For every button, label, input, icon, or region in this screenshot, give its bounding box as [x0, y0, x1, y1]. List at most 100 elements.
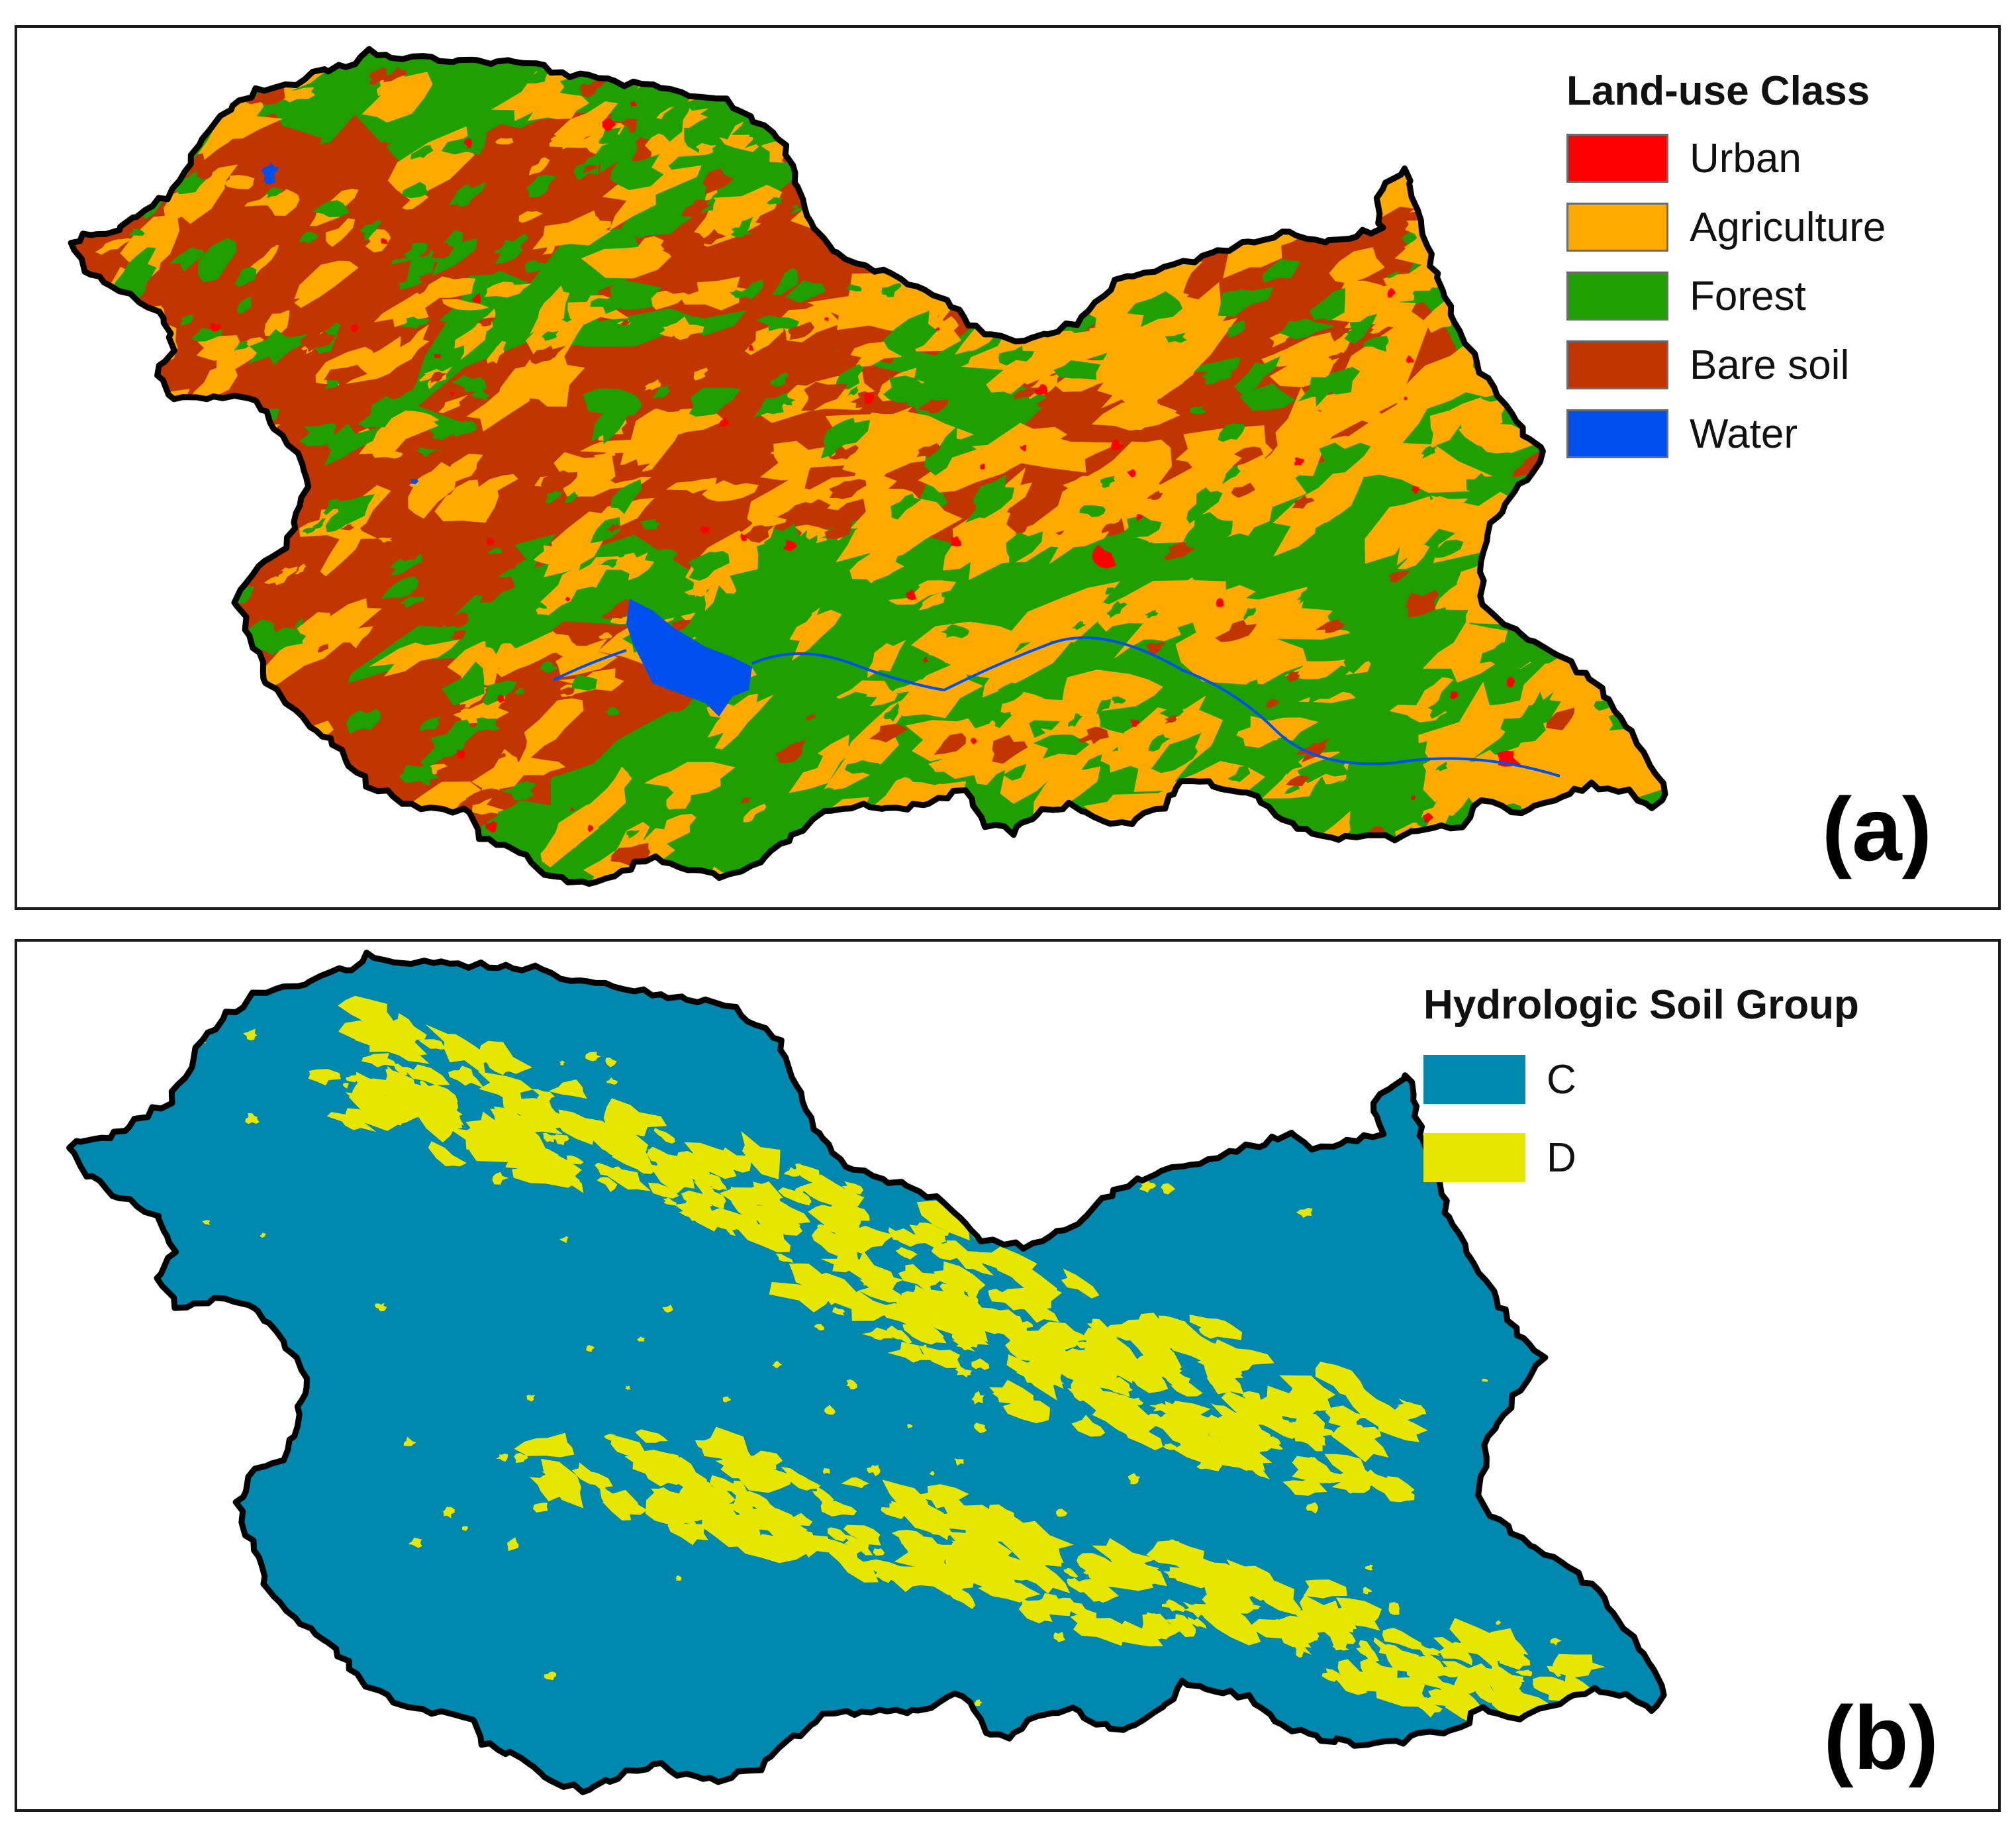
forest-patch [410, 144, 434, 160]
forest-patch [1495, 272, 1535, 308]
agriculture-patch [908, 830, 934, 860]
bare-soil-patch [662, 232, 706, 257]
urban-patch [971, 738, 977, 744]
group-d-patch [895, 1246, 918, 1260]
agriculture-patch [379, 812, 392, 825]
group-d-patch [1292, 1638, 1312, 1655]
agriculture-patch [1396, 327, 1488, 409]
forest-patch [1400, 91, 1431, 107]
group-d-patch [245, 1113, 260, 1124]
group-d-patch [1159, 1401, 1211, 1427]
bare-soil-patch [444, 612, 469, 628]
agriculture-patch [105, 562, 169, 593]
group-d-patch [832, 1307, 845, 1316]
forest-patch [542, 330, 559, 341]
forest-patch [1218, 423, 1245, 442]
forest-patch [1304, 666, 1352, 704]
forest-patch [1335, 570, 1347, 582]
group-d-patch [778, 1187, 812, 1206]
agriculture-patch [1187, 454, 1225, 470]
agriculture-patch [644, 379, 661, 391]
agriculture-patch [1550, 471, 1666, 601]
agriculture-patch [1296, 173, 1368, 223]
bare-soil-patch [375, 712, 406, 728]
forest-patch [448, 181, 487, 207]
group-d-patch [1165, 1614, 1196, 1638]
agriculture-patch [156, 847, 201, 874]
forest-patch [996, 195, 1020, 221]
forest-patch [835, 364, 864, 390]
reservoir [626, 599, 752, 717]
bare-soil-patch [340, 524, 355, 530]
bare-soil-patch [216, 526, 239, 544]
agriculture-patch [1004, 196, 1041, 226]
bare-soil-patch [1328, 352, 1343, 361]
group-d-patch [741, 1131, 781, 1179]
agriculture-patch [152, 540, 179, 570]
forest-patch [1520, 195, 1535, 207]
bare-soil-patch [1443, 233, 1474, 252]
forest-patch [954, 832, 971, 842]
bare-soil-patch [430, 242, 455, 259]
forest-patch [1495, 210, 1537, 240]
forest-patch [583, 388, 644, 416]
agriculture-patch [986, 330, 1080, 395]
forest-patch [1233, 356, 1280, 394]
forest-patch [969, 581, 1028, 608]
agriculture-patch [604, 766, 632, 799]
group-d-patch [1318, 1471, 1343, 1483]
forest-patch [1473, 827, 1515, 863]
forest-patch [274, 797, 306, 817]
forest-patch [590, 517, 620, 544]
legend-label: C [1547, 1056, 1576, 1103]
bare-soil-patch [181, 489, 233, 511]
urban-patch [1145, 166, 1156, 177]
agriculture-patch [150, 509, 161, 522]
legend-label: Agriculture [1690, 204, 1886, 250]
group-d-patch [1231, 1581, 1263, 1596]
forest-patch [1272, 68, 1311, 81]
group-d-patch [934, 1261, 986, 1297]
bare-soil-patch [918, 399, 949, 414]
forest-patch [1080, 821, 1102, 840]
forest-patch [1384, 741, 1431, 776]
group-d-patch [945, 1587, 976, 1609]
forest-patch [1327, 595, 1374, 624]
group-d-patch [1363, 1586, 1372, 1595]
group-d-patch [1124, 1422, 1163, 1450]
forest-patch [411, 553, 422, 565]
forest-patch [622, 332, 632, 346]
bare-soil-patch [271, 807, 291, 818]
agriculture-patch [1143, 80, 1270, 145]
group-d-patch [1163, 1443, 1176, 1450]
agriculture-patch [1042, 507, 1115, 564]
group-d-patch [600, 1168, 651, 1191]
group-d-patch [1303, 1579, 1348, 1599]
agriculture-patch [963, 461, 1008, 476]
group-d-patch [859, 1269, 904, 1289]
agriculture-patch [684, 582, 714, 597]
urban-patch [1528, 624, 1535, 630]
group-d-patch [326, 1108, 377, 1132]
forest-patch [169, 246, 205, 272]
forest-patch [137, 312, 155, 324]
forest-patch [1577, 585, 1617, 638]
agriculture-patch [1300, 321, 1431, 442]
group-d-patch [610, 1136, 628, 1144]
agriculture-patch [533, 541, 577, 565]
forest-patch [1082, 137, 1119, 166]
agriculture-patch [97, 775, 184, 808]
forest-patch [870, 126, 924, 175]
urban-patch [700, 526, 710, 534]
group-d-patch [603, 1098, 667, 1137]
group-d-patch [1412, 1697, 1443, 1718]
group-d-patch [677, 1151, 706, 1164]
agriculture-patch [900, 819, 1047, 884]
bare-soil-patch [366, 279, 379, 287]
agriculture-patch [248, 854, 276, 879]
agriculture-patch [817, 54, 963, 136]
forest-patch [1432, 539, 1464, 558]
group-d-patch [1187, 1616, 1207, 1629]
forest-patch [593, 570, 630, 605]
agriculture-patch [549, 129, 596, 148]
